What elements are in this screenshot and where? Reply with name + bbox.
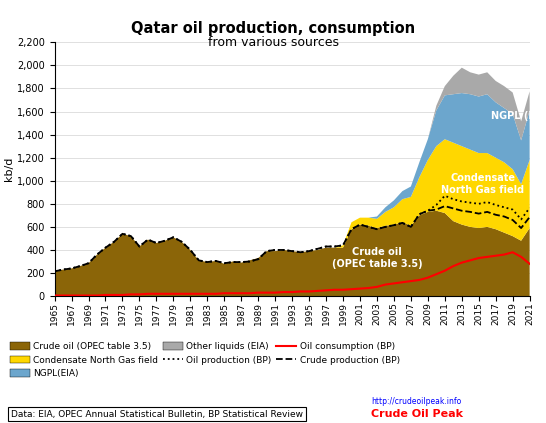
Text: Data: EIA, OPEC Annual Statistical Bulletin, BP Statistical Review: Data: EIA, OPEC Annual Statistical Bulle… [11, 410, 303, 419]
Text: NGPL (EIA): NGPL (EIA) [491, 111, 546, 121]
Text: Crude oil
(OPEC table 3.5): Crude oil (OPEC table 3.5) [331, 247, 422, 269]
Text: Qatar oil production, consumption: Qatar oil production, consumption [131, 21, 415, 36]
Text: Condensate
North Gas field: Condensate North Gas field [441, 173, 525, 195]
Legend: Crude oil (OPEC table 3.5), Condensate North Gas field, NGPL(EIA), Other liquids: Crude oil (OPEC table 3.5), Condensate N… [10, 342, 400, 378]
Y-axis label: kb/d: kb/d [4, 157, 14, 181]
Text: Crude Oil Peak: Crude Oil Peak [371, 409, 463, 419]
Text: from various sources: from various sources [207, 36, 339, 49]
Text: http://crudeoilpeak.info: http://crudeoilpeak.info [371, 397, 461, 406]
